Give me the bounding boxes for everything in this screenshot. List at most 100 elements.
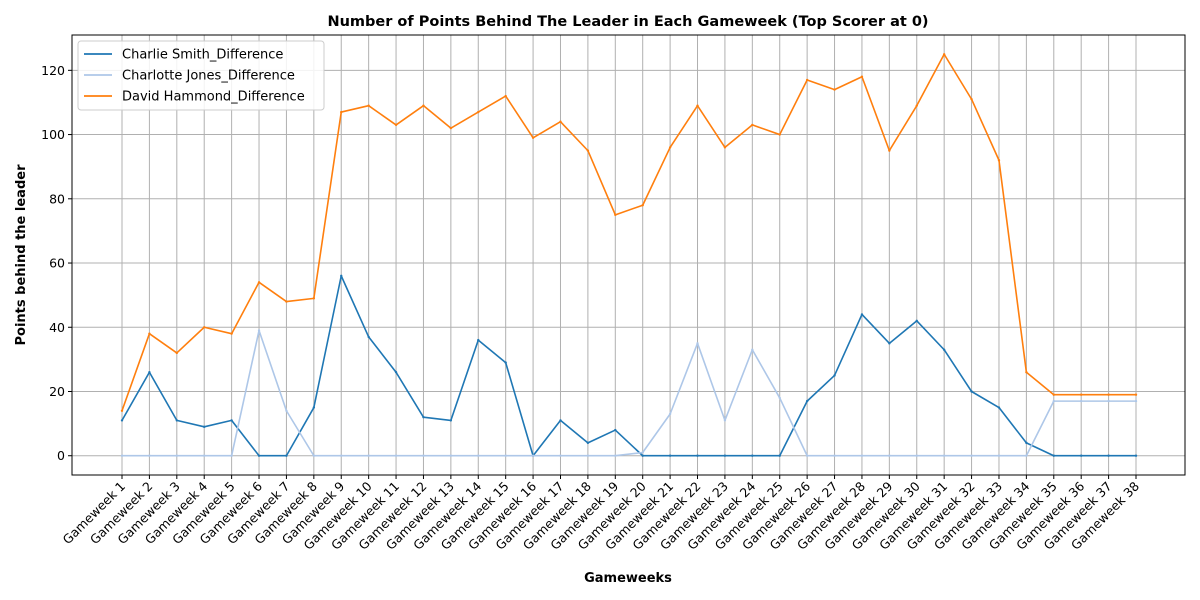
data-point [970, 98, 973, 101]
data-point [203, 454, 206, 457]
data-point [367, 454, 370, 457]
data-point [942, 348, 946, 351]
data-point [1134, 393, 1138, 396]
data-point [367, 104, 370, 107]
data-point [696, 104, 699, 107]
data-point [915, 104, 918, 107]
data-point [394, 123, 398, 127]
data-point [833, 454, 836, 457]
y-tick-label: 80 [49, 191, 65, 206]
data-point [148, 371, 151, 374]
data-point [175, 351, 179, 355]
legend-box [77, 40, 325, 111]
data-point [1025, 441, 1028, 445]
data-point [203, 326, 206, 329]
data-point [531, 454, 535, 457]
data-point [285, 454, 288, 457]
series-line-2 [121, 53, 1136, 412]
data-point [970, 454, 973, 457]
data-point [696, 342, 699, 345]
data-point [1107, 399, 1110, 403]
data-point [285, 409, 288, 412]
data-point [449, 126, 453, 130]
data-point [614, 213, 617, 217]
data-point [614, 454, 617, 457]
data-point [586, 149, 590, 152]
data-point [1052, 393, 1055, 396]
data-point [1107, 393, 1110, 396]
data-point [230, 332, 233, 335]
data-point [120, 419, 124, 422]
data-point [751, 454, 754, 457]
data-point [367, 335, 370, 339]
data-point [1025, 454, 1028, 457]
series-lines [120, 53, 1138, 457]
data-point [394, 371, 398, 374]
data-point [997, 159, 1001, 162]
data-point [148, 332, 151, 335]
data-point [120, 454, 124, 457]
data-point [148, 454, 151, 457]
data-point [477, 110, 480, 114]
data-point [559, 120, 562, 123]
data-point [860, 313, 864, 316]
data-point [422, 454, 425, 457]
series-line-1 [122, 329, 1136, 457]
data-point [1107, 454, 1110, 457]
y-axis-label: Points behind the leader [14, 164, 29, 346]
data-point [860, 454, 864, 457]
data-point [257, 281, 261, 284]
data-point [915, 319, 918, 323]
data-point [751, 123, 754, 127]
data-point [778, 133, 781, 136]
data-point [641, 454, 644, 457]
data-point [477, 338, 480, 342]
data-point [175, 419, 179, 422]
data-point [559, 419, 562, 422]
data-point [1079, 399, 1083, 403]
data-point [668, 454, 672, 457]
data-point [805, 78, 809, 82]
y-tick-label: 20 [49, 384, 65, 399]
data-point [257, 454, 261, 457]
data-point [778, 454, 781, 457]
data-point [449, 419, 453, 422]
data-point [641, 451, 644, 454]
data-point [1079, 454, 1083, 457]
data-point [751, 348, 754, 351]
data-point [422, 415, 425, 419]
legend-label-0: Charlie Smith_Difference [122, 48, 283, 63]
data-point [668, 146, 672, 149]
data-point [997, 454, 1001, 457]
data-point [833, 88, 836, 91]
data-point [504, 361, 507, 364]
data-point [668, 412, 672, 416]
data-point [723, 454, 727, 457]
y-tick-label: 100 [41, 127, 65, 142]
data-point [942, 53, 946, 56]
data-point [203, 425, 206, 429]
data-point [340, 110, 343, 114]
data-point [778, 396, 781, 400]
data-point [805, 399, 809, 403]
data-point [504, 94, 507, 98]
data-point [888, 342, 891, 345]
data-point [586, 441, 590, 445]
data-point [915, 454, 918, 457]
y-tick-label: 60 [49, 256, 65, 271]
data-point [340, 454, 343, 457]
chart-title: Number of Points Behind The Leader in Ea… [327, 14, 928, 30]
y-axis-ticks: 0 20 40 60 80 100 120 [41, 63, 72, 463]
data-point [285, 300, 288, 303]
y-tick-label: 0 [57, 448, 65, 463]
data-point [614, 428, 617, 432]
data-point [888, 149, 891, 152]
data-point [312, 297, 316, 300]
y-tick-label: 40 [49, 320, 65, 335]
data-point [477, 454, 480, 457]
data-point [394, 454, 398, 457]
data-point [531, 136, 535, 139]
plot-frame [71, 34, 1186, 476]
